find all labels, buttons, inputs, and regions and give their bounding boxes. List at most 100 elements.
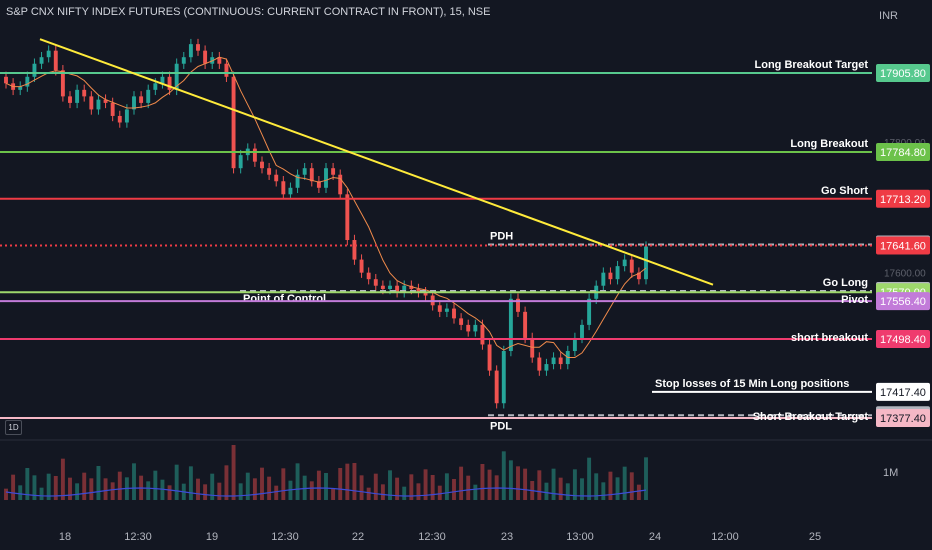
volume-bar: [167, 485, 172, 500]
volume-bar: [281, 468, 286, 500]
volume-bar: [508, 460, 513, 500]
volume-bar: [132, 463, 136, 500]
volume-bar: [224, 465, 229, 500]
volume-bar: [537, 470, 542, 500]
candle-body: [153, 83, 158, 90]
volume-bar: [345, 463, 350, 500]
candle-body: [359, 259, 364, 273]
level-label: Pivot: [841, 294, 868, 306]
volume-bar: [11, 474, 16, 500]
candle-body: [444, 308, 449, 312]
candle-body: [537, 357, 542, 371]
candle-body: [196, 44, 200, 51]
volume-bar: [60, 458, 65, 500]
volume-bar: [324, 473, 328, 500]
candle-body: [615, 266, 620, 280]
candle-body: [580, 324, 584, 338]
candle-body: [231, 76, 236, 169]
volume-bar: [416, 483, 421, 500]
timeframe-badge[interactable]: 1D: [5, 420, 22, 435]
volume-bar: [174, 464, 179, 500]
candle-body: [288, 187, 293, 195]
volume-bar: [644, 457, 648, 500]
volume-bar: [430, 475, 435, 500]
candle-body: [466, 324, 471, 332]
volume-bar: [18, 485, 23, 500]
volume-bar: [146, 481, 151, 500]
volume-bar: [587, 457, 592, 500]
volume-bar: [636, 484, 641, 500]
candle-body: [544, 364, 549, 371]
candle-body: [252, 148, 257, 162]
volume-bar: [89, 478, 94, 500]
candle-body: [89, 96, 94, 110]
candle-body: [587, 298, 592, 325]
candle-body: [523, 311, 528, 338]
volume-bar: [217, 482, 222, 500]
candle-body: [416, 288, 421, 293]
volume-bar: [274, 485, 279, 500]
volume-bar: [75, 483, 80, 500]
volume-bar: [210, 473, 215, 500]
volume-bar: [558, 477, 563, 500]
level-label: short breakout: [791, 332, 868, 344]
volume-bar: [53, 476, 58, 500]
x-tick-label: 25: [809, 531, 821, 543]
candle-body: [309, 168, 314, 182]
volume-bar: [338, 468, 343, 500]
volume-bar: [395, 477, 400, 500]
candle-body: [167, 76, 172, 90]
level-label: Long Breakout Target: [755, 59, 869, 71]
volume-bar: [331, 488, 336, 500]
candle-body: [409, 285, 414, 289]
price-label-box: [876, 292, 930, 311]
candle-body: [629, 259, 634, 273]
volume-bar: [473, 484, 478, 500]
x-tick-label: 22: [352, 531, 364, 543]
volume-bar: [39, 487, 44, 500]
candle-body: [636, 272, 641, 280]
volume-bar: [459, 466, 464, 500]
price-label-box: [876, 64, 930, 82]
volume-bar: [487, 469, 492, 500]
candle-body: [32, 63, 37, 77]
candle-body: [324, 168, 328, 188]
candle-body: [181, 57, 186, 64]
candle-body: [139, 96, 144, 103]
level-label: PDL: [490, 420, 512, 432]
volume-bar: [565, 483, 570, 500]
candle-body: [25, 76, 30, 87]
candle-body: [388, 285, 392, 289]
volume-bar: [68, 477, 72, 500]
candle-body: [274, 174, 279, 182]
candle-body: [75, 89, 80, 103]
candle-body: [267, 168, 272, 175]
volume-bar: [551, 468, 556, 500]
candle-body: [4, 76, 8, 84]
candle-body: [281, 181, 286, 195]
x-tick-label: 18: [59, 531, 71, 543]
volume-bar: [452, 479, 456, 500]
candle-body: [373, 279, 378, 286]
x-tick-label: 23: [501, 531, 513, 543]
volume-bar: [117, 471, 122, 500]
volume-bar: [366, 487, 371, 500]
volume-bar: [203, 484, 208, 500]
level-label: Point of Control: [243, 293, 326, 305]
x-tick-label: 12:30: [271, 531, 299, 543]
candle-body: [366, 272, 371, 280]
volume-bar: [309, 481, 314, 500]
volume-bar: [544, 482, 549, 500]
candle-body: [459, 318, 464, 325]
candle-body: [68, 96, 72, 103]
candle-body: [622, 259, 627, 267]
candle-body: [96, 99, 101, 110]
candle-body: [260, 161, 264, 169]
volume-bar: [302, 475, 307, 500]
candle-body: [203, 50, 208, 64]
y-tick-label: 17600.00: [884, 269, 926, 280]
price-label-box: [876, 189, 930, 208]
candle-body: [338, 174, 343, 195]
candle-body: [18, 86, 23, 90]
